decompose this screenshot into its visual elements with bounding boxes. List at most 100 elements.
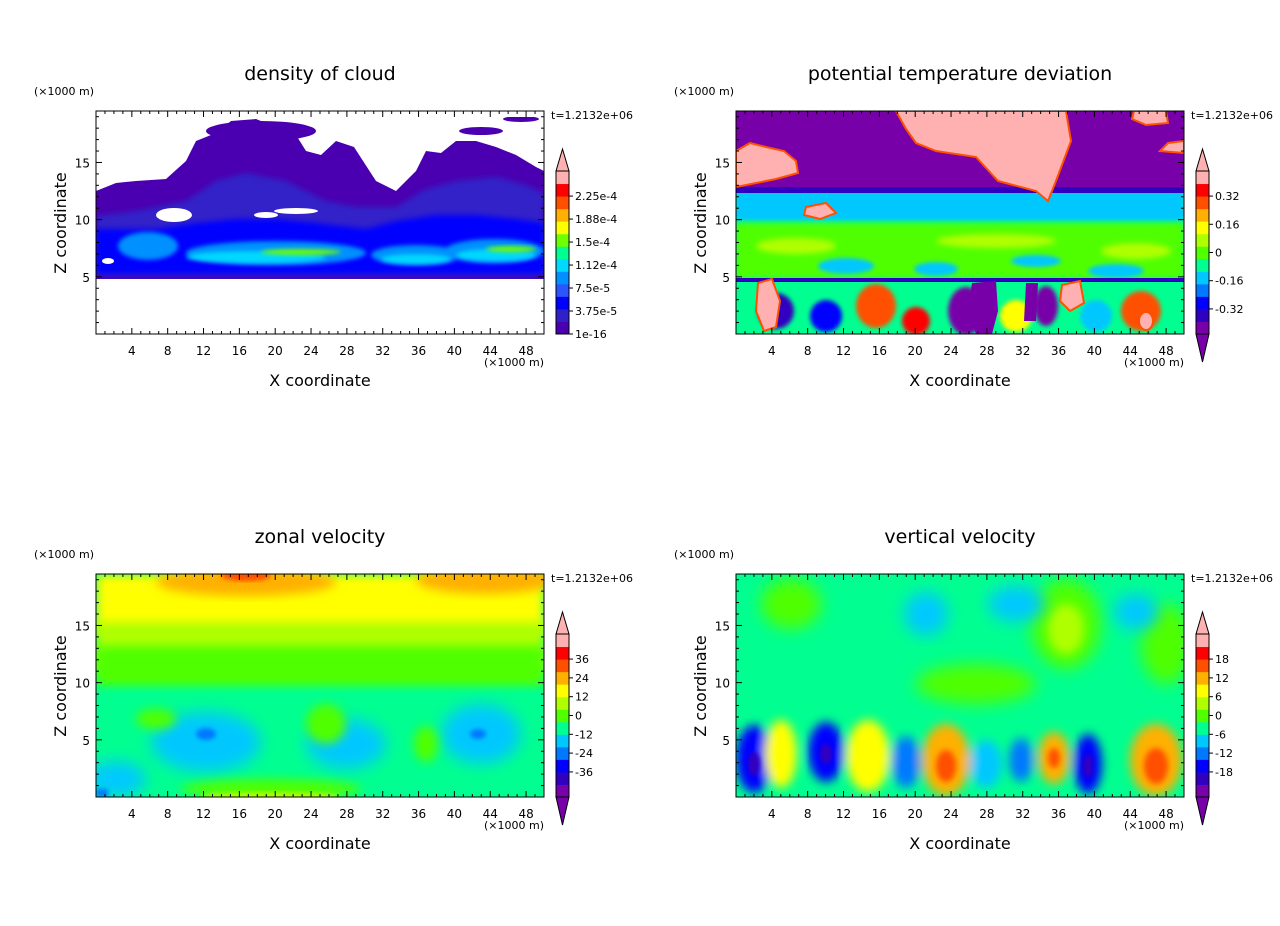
y-unit-label: (×1000 m) (34, 85, 94, 98)
colorbar-segment (1196, 171, 1209, 185)
chart-title: density of cloud (244, 63, 396, 85)
colorbar-segment (1196, 208, 1209, 222)
colorbar-segment (1196, 196, 1209, 210)
colorbar-segment (556, 709, 569, 723)
x-tick-label: 16 (872, 807, 887, 821)
y-unit-label: (×1000 m) (674, 548, 734, 561)
colorbar-label: 3.75e-5 (575, 305, 617, 318)
x-tick-label: 44 (483, 344, 498, 358)
x-tick-label: 40 (447, 344, 462, 358)
x-tick-label: 48 (518, 344, 533, 358)
colorbar-label: 36 (575, 653, 589, 666)
colorbar-label: 12 (1215, 672, 1229, 685)
colorbar-label: 24 (575, 672, 589, 685)
colorbar-segment (556, 759, 569, 773)
x-unit-label: (×1000 m) (1124, 819, 1184, 832)
heatmap-field (736, 111, 1184, 334)
colorbar-segment (1196, 246, 1209, 260)
colorbar-label: -0.32 (1215, 303, 1243, 316)
x-tick-label: 8 (164, 344, 172, 358)
x-tick-label: 40 (1087, 807, 1102, 821)
colorbar-label: 1.88e-4 (575, 213, 617, 226)
colorbar-segment (1196, 308, 1209, 322)
colorbar-extend-high (555, 147, 570, 172)
x-tick-label: 32 (375, 807, 390, 821)
colorbar-label: 0.16 (1215, 218, 1240, 231)
colorbar-extend-high (1195, 610, 1210, 635)
panel-potential-temperature-deviation: potential temperature deviation (×1000 m… (674, 63, 1273, 390)
x-tick-label: 36 (1051, 807, 1066, 821)
y-unit-label: (×1000 m) (674, 85, 734, 98)
colorbar-segment (1196, 671, 1209, 685)
colorbar-segment (1196, 221, 1209, 235)
x-tick-label: 28 (339, 344, 354, 358)
x-axis-label: X coordinate (909, 371, 1010, 390)
x-tick-label: 4 (768, 344, 776, 358)
colorbar-segment (1196, 659, 1209, 673)
panel-density-of-cloud: density of cloud (×1000 m) t=1.2132e+06 … (34, 63, 633, 390)
panel-zonal-velocity: zonal velocity (×1000 m) t=1.2132e+06 Z … (34, 526, 633, 853)
x-tick-label: 40 (1087, 344, 1102, 358)
x-tick-label: 28 (979, 807, 994, 821)
x-tick-label: 24 (943, 807, 958, 821)
colorbar-segment (556, 784, 569, 798)
colorbar-segment (556, 233, 569, 247)
colorbar-label: 12 (575, 691, 589, 704)
colorbar-label: -24 (575, 747, 593, 760)
y-axis-label: Z coordinate (691, 172, 710, 273)
chart-title: potential temperature deviation (808, 63, 1112, 85)
colorbar-frame (555, 170, 570, 335)
colorbar-segment (1196, 233, 1209, 247)
colorbar-label: 0 (575, 710, 582, 723)
x-tick-label: 24 (303, 807, 318, 821)
colorbar-segment (1196, 734, 1209, 748)
colorbar-segment (1196, 784, 1209, 798)
colorbar-segment (556, 734, 569, 748)
colorbar-segment (556, 684, 569, 698)
y-tick-label: 15 (75, 156, 90, 170)
x-tick-label: 24 (943, 344, 958, 358)
colorbar-segment (556, 308, 569, 322)
colorbar-segment (1196, 684, 1209, 698)
x-tick-label: 20 (268, 807, 283, 821)
colorbar-extend-high (1195, 147, 1210, 172)
colorbar: 0.32 0.16 0 -0.16 -0.32 (1195, 147, 1243, 363)
x-tick-label: 36 (1051, 344, 1066, 358)
x-tick-label: 12 (196, 807, 211, 821)
x-tick-label: 36 (411, 807, 426, 821)
y-tick-label: 15 (715, 619, 730, 633)
x-tick-label: 8 (164, 807, 172, 821)
x-tick-label: 20 (908, 807, 923, 821)
colorbar-segment (556, 771, 569, 785)
y-tick-label: 10 (715, 214, 730, 228)
colorbar-segment (1196, 646, 1209, 660)
time-label: t=1.2132e+06 (551, 109, 633, 122)
colorbar-segment (1196, 771, 1209, 785)
y-axis-label: Z coordinate (51, 635, 70, 736)
y-tick-label: 5 (82, 271, 90, 285)
x-axis-label: X coordinate (269, 371, 370, 390)
x-tick-label: 12 (836, 807, 851, 821)
x-tick-label: 20 (908, 344, 923, 358)
x-tick-label: 28 (979, 344, 994, 358)
colorbar-label: 7.5e-5 (575, 282, 610, 295)
colorbar-extend-low (1195, 796, 1210, 826)
colorbar-segment (1196, 696, 1209, 710)
colorbar-label: 18 (1215, 653, 1229, 666)
y-axis-label: Z coordinate (51, 172, 70, 273)
colorbar-segment (556, 721, 569, 735)
colorbar-label: 1e-16 (575, 328, 607, 341)
colorbar-segment (556, 196, 569, 210)
colorbar-segment (556, 271, 569, 285)
colorbar-segment (556, 634, 569, 648)
x-tick-label: 40 (447, 807, 462, 821)
time-label: t=1.2132e+06 (551, 572, 633, 585)
x-tick-label: 48 (518, 807, 533, 821)
x-tick-label: 16 (232, 807, 247, 821)
x-axis-label: X coordinate (909, 834, 1010, 853)
colorbar-segment (556, 321, 569, 335)
x-tick-label: 36 (411, 344, 426, 358)
y-tick-label: 5 (722, 734, 730, 748)
colorbar-segment (556, 283, 569, 297)
